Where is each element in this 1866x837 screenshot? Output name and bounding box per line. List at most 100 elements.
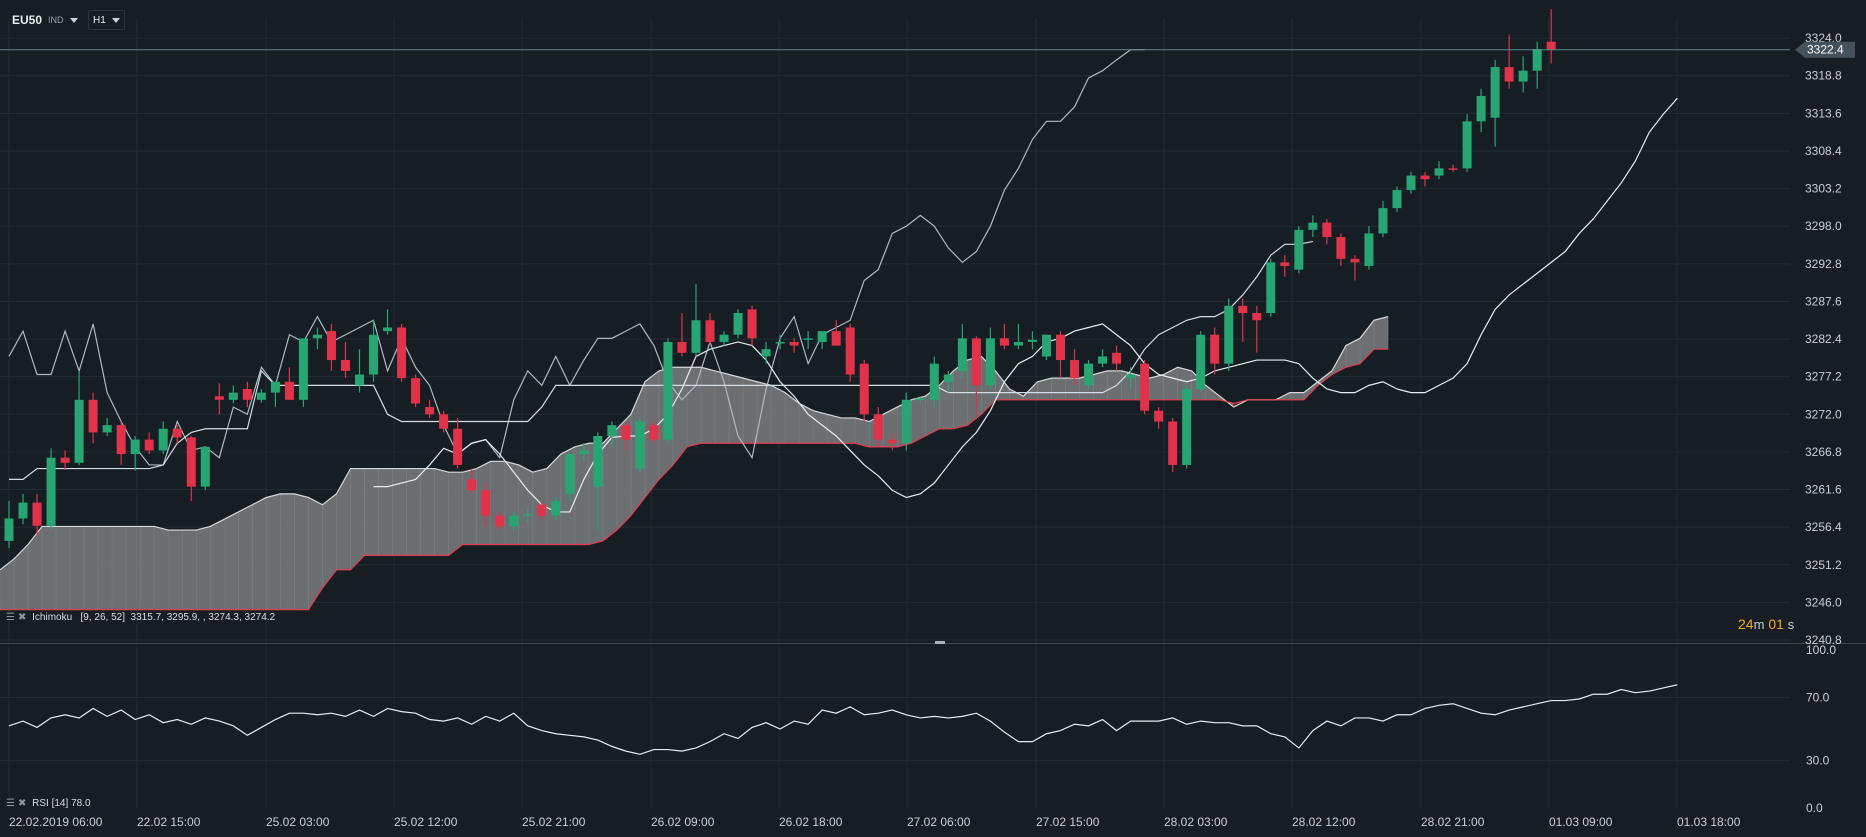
candle-up: [1406, 175, 1416, 191]
cloud-segment: [490, 461, 506, 545]
candle-down: [1448, 168, 1458, 170]
candle-up: [957, 338, 967, 371]
cloud-segment: [0, 558, 15, 610]
cloud-segment: [714, 370, 730, 444]
candle-down: [1322, 222, 1332, 238]
cloud-segment: [1065, 377, 1080, 401]
candle-down: [831, 331, 841, 346]
settings-icon[interactable]: ☰: [6, 798, 15, 809]
time-tick-label: 25.02 21:00: [522, 815, 586, 829]
rsi-tick-label: 0.0: [1806, 801, 1823, 815]
price-tick-label: 3292.8: [1805, 257, 1842, 271]
candle-down: [1154, 410, 1164, 422]
rsi-legend: ☰ ✖ RSI [14] 78.0: [6, 798, 91, 809]
candle-up: [1378, 208, 1388, 234]
cloud-segment: [350, 468, 365, 571]
candle-up: [1434, 168, 1444, 176]
candle-up: [1364, 233, 1374, 266]
candle-down: [88, 399, 98, 433]
candle-up: [312, 334, 322, 339]
time-axis: 22.02.2019 06:00 22.02 15:00 25.02 03:00 25…: [9, 815, 1741, 829]
price-tick-label: 3298.0: [1805, 219, 1842, 233]
price-tick-label: 3272.0: [1805, 407, 1842, 421]
candle-down: [242, 388, 252, 400]
timeframe-selector[interactable]: H1: [88, 10, 125, 30]
candle-up: [369, 334, 379, 375]
cloud-segment: [27, 525, 43, 610]
candle-down: [873, 414, 883, 440]
price-tick-label: 3308.4: [1805, 144, 1842, 158]
candle-down: [621, 425, 631, 440]
candle-down: [60, 457, 70, 463]
cloud-segment: [1345, 337, 1361, 368]
cloud-segment: [238, 504, 253, 610]
time-tick-label: 22.02.2019 06:00: [9, 815, 103, 829]
senkou-span-b: [0, 348, 1388, 611]
candle-up: [1532, 48, 1542, 71]
cloud-segment: [41, 526, 57, 610]
cloud-segment: [756, 381, 772, 444]
cloud-segment: [181, 529, 197, 610]
cloud-segment: [378, 468, 393, 556]
candle-up: [102, 425, 112, 433]
candle-up: [775, 341, 785, 344]
cloud-segment: [854, 417, 870, 448]
time-tick-label: 28.02 12:00: [1292, 815, 1356, 829]
settings-icon[interactable]: ☰: [6, 612, 15, 623]
candle-up: [1224, 305, 1234, 364]
time-tick-label: 28.02 21:00: [1421, 815, 1485, 829]
candle-up: [1098, 356, 1108, 364]
rsi-name: RSI: [32, 798, 49, 809]
market-selector[interactable]: IND: [44, 10, 82, 30]
senkou-span-a: [0, 316, 1389, 571]
cloud-segment: [308, 496, 323, 611]
candle-down: [649, 425, 659, 440]
candle-down: [747, 309, 757, 339]
ichimoku-lines: [8, 49, 1678, 513]
cloud-segment: [322, 493, 337, 589]
candle-down: [845, 327, 855, 375]
candle-down: [789, 341, 799, 346]
candle-up: [1308, 222, 1318, 230]
time-tick-label: 26.02 09:00: [651, 815, 715, 829]
time-tick-label: 01.03 18:00: [1677, 815, 1741, 829]
price-tick-label: 3287.6: [1805, 294, 1842, 308]
candle-up: [985, 338, 995, 386]
candle-down: [537, 504, 547, 516]
cloud-segment: [280, 493, 295, 610]
price-tick-label: 3246.0: [1805, 595, 1842, 609]
cloud-segment: [364, 468, 379, 556]
candle-up: [663, 341, 673, 440]
cloud-segment: [434, 468, 449, 556]
ichimoku-params: [9, 26, 52]: [80, 612, 125, 623]
cloud-segment: [686, 366, 702, 448]
candle-up: [1392, 190, 1402, 209]
close-icon[interactable]: ✖: [17, 798, 27, 809]
cloud-segment: [518, 464, 534, 545]
price-tick-label: 3266.8: [1805, 445, 1842, 459]
candle-up: [551, 501, 561, 516]
candle-down: [705, 320, 715, 342]
cloud-segment: [392, 468, 407, 556]
panel-resize-handle[interactable]: [935, 641, 945, 644]
candle-down: [481, 490, 491, 516]
cloud-segment: [546, 453, 562, 545]
chevron-down-icon: [69, 18, 78, 24]
candle-up: [228, 392, 238, 400]
time-tick-label: 25.02 03:00: [266, 815, 330, 829]
candle-up: [817, 331, 827, 342]
cloud-segment: [336, 467, 351, 571]
close-icon[interactable]: ✖: [17, 612, 27, 623]
chikou-span-line: [8, 49, 1145, 466]
price-tick-label: 3277.2: [1805, 370, 1842, 384]
candle-up: [565, 454, 575, 494]
candles: [4, 9, 1556, 549]
rsi-panel: 100.0 70.0 30.0 0.0: [0, 643, 1836, 815]
symbol-label[interactable]: EU50: [12, 13, 43, 27]
candle-down: [1280, 262, 1290, 266]
cloud-segment: [139, 526, 155, 610]
cloud-segment: [252, 496, 267, 610]
price-tick-label: 3324.0: [1805, 31, 1842, 45]
time-tick-label: 22.02 15:00: [137, 815, 201, 829]
